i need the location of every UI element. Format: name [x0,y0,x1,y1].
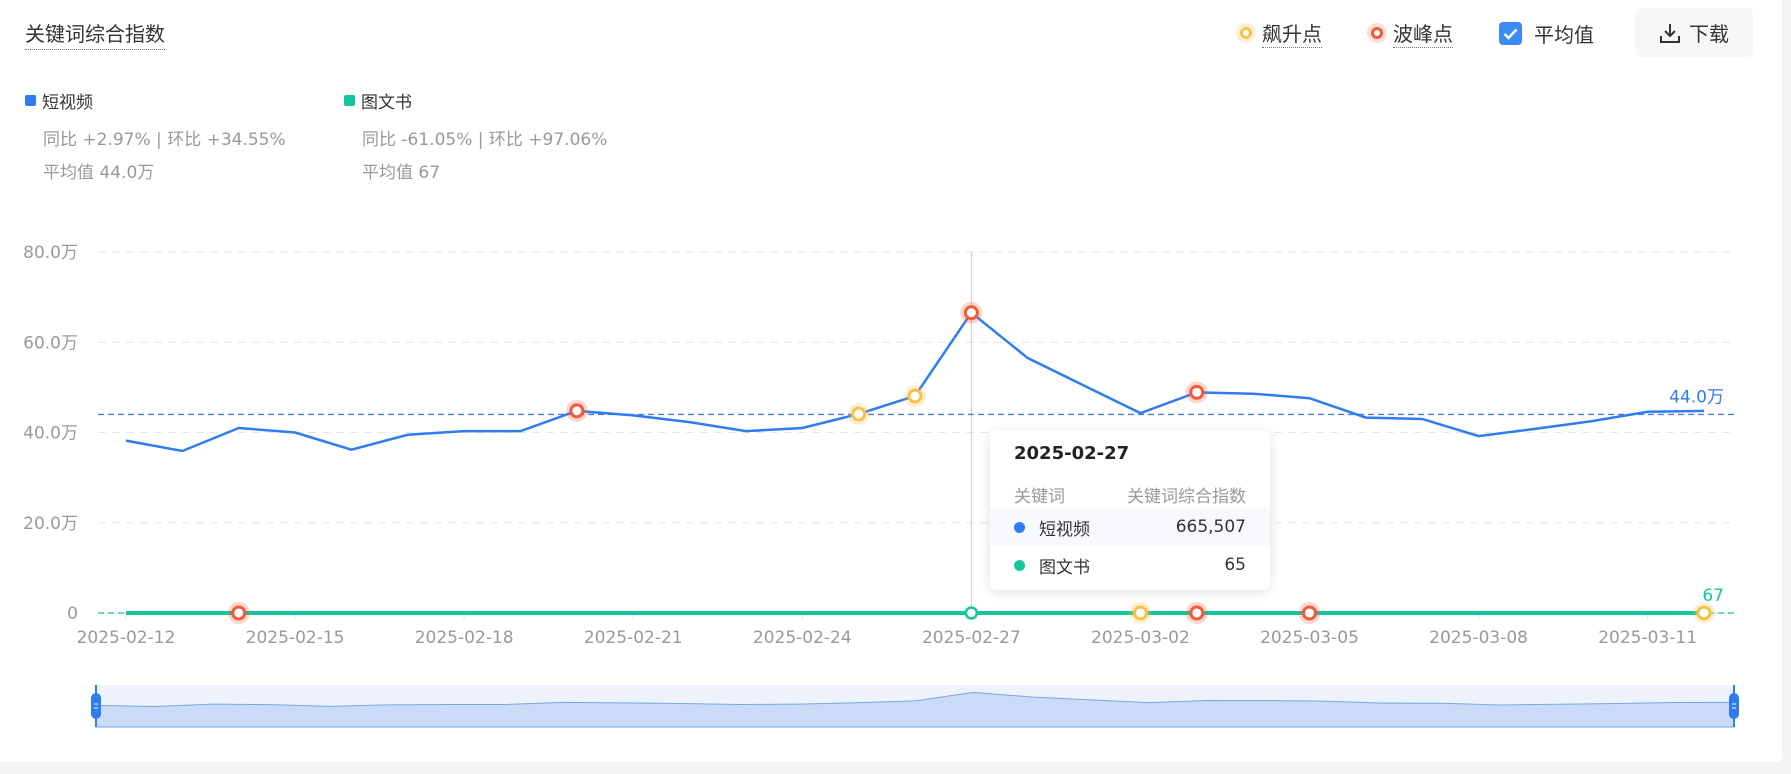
peak-point-marker [569,403,585,419]
x-tick-label: 2025-02-27 [922,628,1021,648]
surge-label: 飙升点 [1262,18,1322,48]
tooltip: 2025-02-27 关键词 关键词综合指数 短视频 665,507 图文书 65 [990,430,1270,590]
peak-point-marker [963,305,979,321]
series-info-text-book: 图文书 同比 -61.05% | 环比 +97.06% 平均值 67 [344,88,607,183]
average-toggle[interactable]: 平均值 [1499,19,1594,48]
surge-point-marker [851,406,867,422]
peak-icon [1371,27,1383,39]
chart-title: 关键词综合指数 [25,18,165,50]
download-button[interactable]: 下载 [1635,8,1753,57]
x-tick-label: 2025-02-24 [753,628,852,648]
tooltip-row-value: 665,507 [1175,517,1246,537]
tooltip-row-name: 图文书 [1039,557,1090,578]
peak-point-marker [1302,605,1317,621]
y-tick-label: 80.0万 [23,243,78,263]
series-compare: 同比 +2.97% | 环比 +34.55% [43,130,286,150]
average-label: 44.0万 [1669,387,1724,407]
surge-icon [1240,27,1252,39]
series-line [125,310,1705,453]
peak-point-marker [1189,605,1205,621]
series-color-swatch [344,95,355,106]
surge-point-marker [1696,605,1712,621]
zoom-handle-right[interactable] [1729,693,1739,719]
series-compare: 同比 -61.05% | 环比 +97.06% [362,130,608,150]
x-tick-label: 2025-03-11 [1598,628,1697,648]
zoom-slider-preview [95,691,1735,728]
tooltip-row-value: 65 [1224,555,1246,575]
tooltip-row: 图文书 65 [990,546,1270,584]
download-label: 下载 [1689,22,1729,46]
x-tick-label: 2025-02-18 [415,628,514,648]
peak-point-marker [1189,384,1205,400]
tooltip-col-keyword: 关键词 [1014,487,1065,507]
peak-label: 波峰点 [1393,18,1453,48]
tooltip-row-name: 短视频 [1039,519,1090,540]
y-tick-label: 20.0万 [23,514,78,534]
average-label: 67 [1702,586,1724,606]
y-tick-label: 0 [67,604,78,624]
tooltip-row: 短视频 665,507 [990,508,1270,546]
download-icon [1660,23,1680,43]
surge-point-marker [907,388,923,404]
peak-point-marker [231,605,247,621]
hover-point [964,606,979,620]
checkbox-checked-icon[interactable] [1499,22,1522,45]
x-tick-label: 2025-02-15 [246,628,345,648]
legend-peak[interactable]: 波峰点 [1371,18,1453,48]
series-info-short-video: 短视频 同比 +2.97% | 环比 +34.55% 平均值 44.0万 [25,88,286,183]
tooltip-col-index: 关键词综合指数 [1127,487,1246,507]
tooltip-date: 2025-02-27 [1014,443,1130,464]
y-tick-label: 40.0万 [23,424,78,444]
x-tick-label: 2025-02-21 [584,628,683,648]
series-name: 图文书 [361,93,412,113]
series-color-swatch [25,95,36,106]
y-tick-label: 60.0万 [23,333,78,353]
chart-card: 关键词综合指数 飙升点 波峰点 平均值 下载 短视频 同比 +2.97% | 环… [0,0,1782,762]
series-average: 平均值 67 [362,163,441,183]
x-tick-label: 2025-03-05 [1260,628,1359,648]
x-tick-label: 2025-02-12 [77,628,176,648]
average-label: 平均值 [1534,23,1594,47]
surge-point-marker [1132,605,1148,621]
legend-surge[interactable]: 飙升点 [1240,18,1322,48]
series-average: 平均值 44.0万 [43,163,155,183]
series-name: 短视频 [42,93,93,113]
x-tick-label: 2025-03-08 [1429,628,1528,648]
zoom-handle-left[interactable] [91,693,101,719]
x-tick-label: 2025-03-02 [1091,628,1190,648]
